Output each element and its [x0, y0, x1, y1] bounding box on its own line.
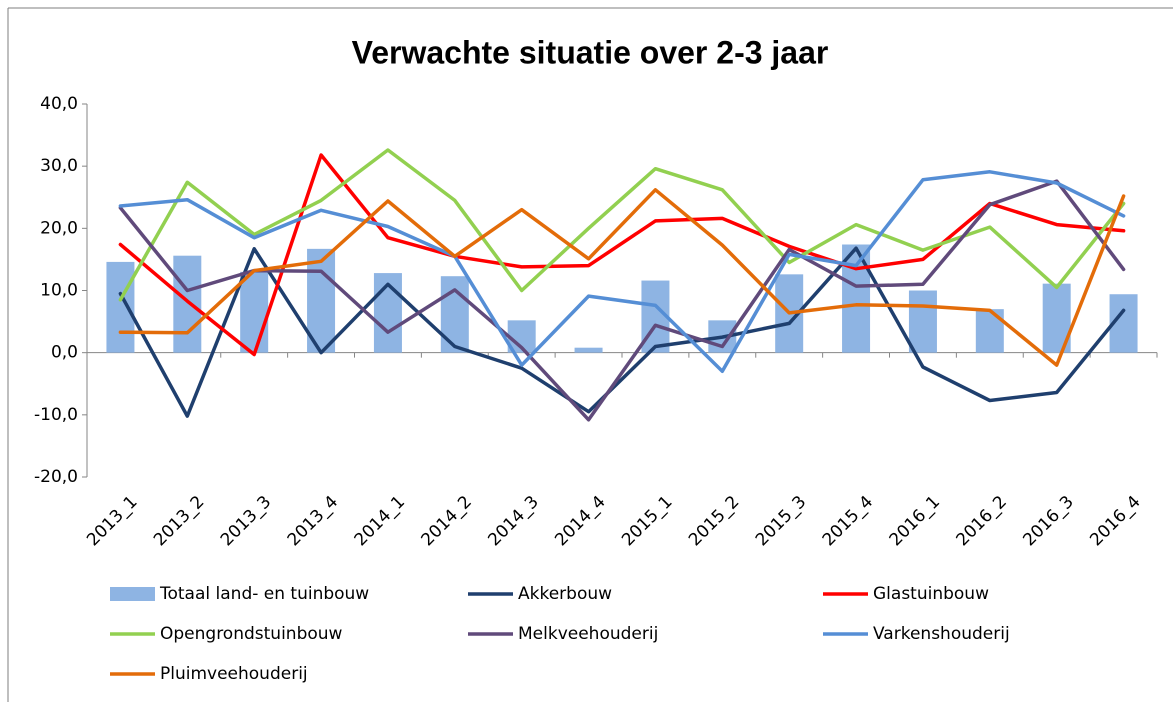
y-tick-label: 40,0: [40, 94, 78, 114]
line: [118, 148, 1126, 302]
y-tick-label: -20,0: [34, 467, 78, 487]
y-tick-label: 30,0: [40, 156, 78, 176]
chart-title: Verwachte situatie over 2-3 jaar: [352, 34, 829, 70]
legend-label: Glastuinbouw: [873, 584, 989, 604]
x-tick-label: 2016_1: [886, 492, 944, 550]
bar: [106, 261, 135, 353]
x-tick-label: 2015_1: [618, 492, 676, 550]
line: [118, 246, 1126, 418]
line: [118, 170, 1126, 374]
x-tick-label: 2013_4: [284, 492, 342, 550]
x-tick-label: 2013_3: [217, 492, 275, 550]
line: [118, 179, 1126, 422]
x-tick-label: 2014_2: [417, 492, 475, 550]
bar: [975, 309, 1004, 353]
bar: [173, 255, 202, 353]
x-tick-label: 2015_2: [685, 492, 743, 550]
x-tick-label: 2013_1: [83, 492, 141, 550]
y-tick-label: 10,0: [40, 281, 78, 301]
x-tick-label: 2014_3: [484, 492, 542, 550]
y-tick-label: 20,0: [40, 218, 78, 238]
legend-label: Varkenshouderij: [873, 624, 1010, 644]
legend-label: Totaal land- en tuinbouw: [159, 584, 369, 604]
legend-swatch: [110, 587, 155, 601]
legend-label: Opengrondstuinbouw: [160, 624, 343, 644]
x-tick-label: 2015_3: [752, 492, 810, 550]
bar: [574, 347, 603, 353]
x-tick-label: 2016_4: [1086, 492, 1144, 550]
bar: [908, 290, 937, 353]
legend-label: Melkveehouderij: [518, 624, 658, 644]
legend-label: Akkerbouw: [518, 584, 612, 604]
line: [118, 153, 1126, 357]
x-tick-label: 2016_3: [1019, 492, 1077, 550]
legend-label: Pluimveehouderij: [160, 664, 308, 684]
line: [118, 188, 1126, 367]
x-tick-label: 2013_2: [150, 492, 208, 550]
x-tick-label: 2014_4: [551, 492, 609, 550]
x-tick-label: 2015_4: [819, 492, 877, 550]
bar: [440, 276, 469, 353]
y-tick-label: 0,0: [51, 343, 78, 363]
x-tick-label: 2016_2: [952, 492, 1010, 550]
x-tick-label: 2014_1: [351, 492, 409, 550]
y-tick-label: -10,0: [34, 405, 78, 425]
bar: [240, 271, 269, 353]
